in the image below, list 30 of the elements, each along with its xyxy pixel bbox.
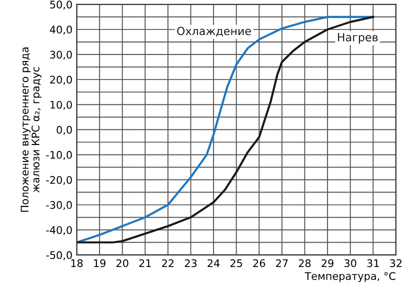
x-tick-label: 22 xyxy=(162,259,174,267)
x-axis-title: Температура, °C xyxy=(304,272,396,282)
y-tick-label: 30,0 xyxy=(50,50,72,60)
x-tick-label: 30 xyxy=(344,259,356,268)
x-tick-label: 18 xyxy=(71,259,83,268)
x-tick-label: 19 xyxy=(94,259,106,268)
series-label: Нагрев xyxy=(338,33,378,44)
y-tick-label: -40,0 xyxy=(46,226,72,236)
x-tick-label: 25 xyxy=(230,259,242,268)
x-tick-label: 23 xyxy=(184,259,197,268)
x-tick-label: 28 xyxy=(298,259,311,268)
y-tick-label: 50,0 xyxy=(50,0,72,10)
series-label: Охлаждение xyxy=(177,26,251,37)
x-tick-label: 32 xyxy=(390,259,402,268)
x-tick-label: 27 xyxy=(276,259,288,267)
y-tick-label: 40,0 xyxy=(50,26,72,35)
y-tick-label: -50,0 xyxy=(46,251,72,260)
x-tick-label: 20 xyxy=(116,259,128,268)
y-tick-label: 0,0 xyxy=(56,126,72,135)
y-tick-label: -30,0 xyxy=(46,201,72,210)
x-tick-label: 21 xyxy=(139,259,151,267)
y-tick-label: 10,0 xyxy=(50,100,72,110)
y-tick-label: -20,0 xyxy=(46,176,72,185)
y-tick-label: -10,0 xyxy=(46,150,72,160)
y-axis-title: Положение внутреннего ряда жалюзи КРС α₂, градус xyxy=(20,48,42,212)
x-tick-label: 31 xyxy=(367,259,379,268)
x-tick-label: 29 xyxy=(322,259,334,268)
y-tick-label: 20,0 xyxy=(50,76,72,85)
x-tick-label: 24 xyxy=(208,259,220,267)
x-tick-label: 26 xyxy=(253,259,266,268)
